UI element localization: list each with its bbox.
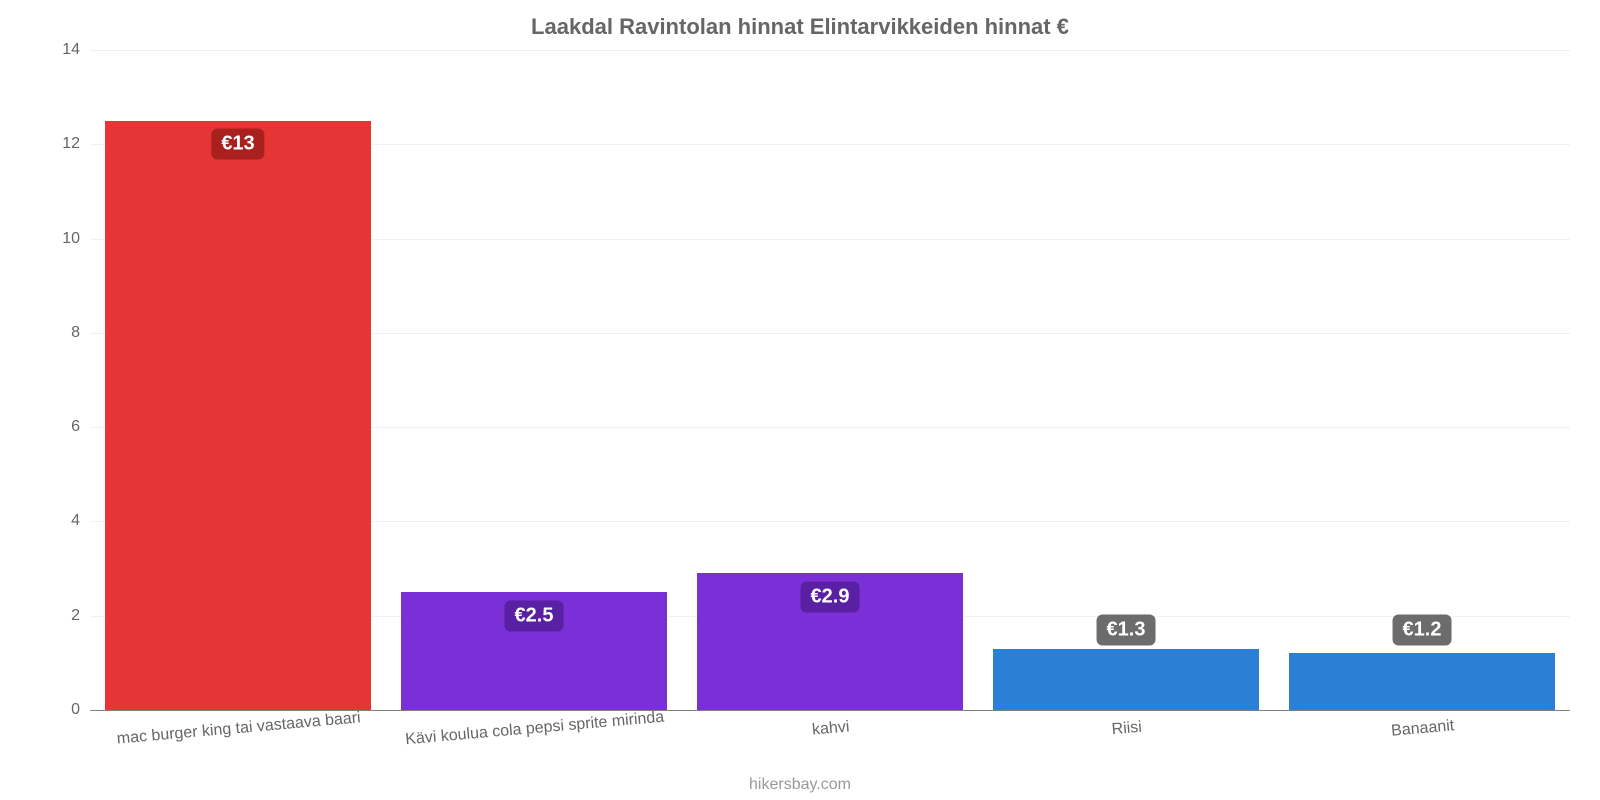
bar xyxy=(993,649,1259,710)
y-tick-label: 8 xyxy=(71,324,80,342)
x-tick-label: mac burger king tai vastaava baari xyxy=(116,709,361,748)
x-tick-label: kahvi xyxy=(811,718,850,739)
bar-value-label: €2.9 xyxy=(801,581,860,612)
y-tick-label: 2 xyxy=(71,607,80,625)
chart-area: 02468101214€13mac burger king tai vastaa… xyxy=(90,50,1570,710)
x-tick-label: Banaanit xyxy=(1391,717,1456,740)
bar-value-label: €13 xyxy=(211,129,264,160)
bar-value-label: €2.5 xyxy=(505,600,564,631)
x-tick-label: Riisi xyxy=(1111,719,1143,740)
y-tick-label: 4 xyxy=(71,512,80,530)
x-tick-label: Kävi koulua cola pepsi sprite mirinda xyxy=(405,709,665,750)
y-tick-label: 12 xyxy=(62,135,80,153)
x-axis-line xyxy=(90,710,1570,711)
y-tick-label: 6 xyxy=(71,418,80,436)
bar xyxy=(1289,653,1555,710)
y-tick-label: 0 xyxy=(71,701,80,719)
bar xyxy=(105,121,371,710)
attribution-text: hikersbay.com xyxy=(0,776,1600,794)
bar-value-label: €1.2 xyxy=(1393,614,1452,645)
bar-value-label: €1.3 xyxy=(1097,614,1156,645)
y-tick-label: 14 xyxy=(62,41,80,59)
chart-title: Laakdal Ravintolan hinnat Elintarvikkeid… xyxy=(0,0,1600,40)
y-tick-label: 10 xyxy=(62,230,80,248)
plot-area: 02468101214€13mac burger king tai vastaa… xyxy=(90,50,1570,710)
gridline xyxy=(90,50,1570,51)
